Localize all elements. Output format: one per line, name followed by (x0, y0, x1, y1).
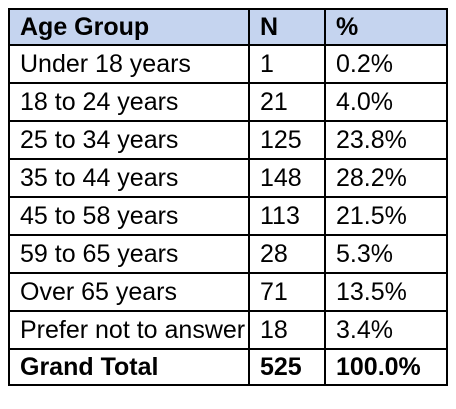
percent-cell: 3.4% (324, 310, 448, 350)
table-row: 59 to 65 years 28 5.3% (8, 234, 448, 274)
percent-cell: 4.0% (324, 82, 448, 122)
header-n: N (248, 8, 326, 46)
age-group-cell: Under 18 years (8, 44, 250, 84)
grand-total-count: 525 (248, 348, 326, 386)
age-group-table: Age Group N % Under 18 years 1 0.2% 18 t… (8, 8, 448, 386)
table-row: 35 to 44 years 148 28.2% (8, 158, 448, 198)
count-cell: 1 (248, 44, 326, 84)
age-group-cell: Over 65 years (8, 272, 250, 312)
percent-cell: 5.3% (324, 234, 448, 274)
grand-total-label: Grand Total (8, 348, 250, 386)
age-group-cell: 59 to 65 years (8, 234, 250, 274)
count-cell: 148 (248, 158, 326, 198)
percent-cell: 28.2% (324, 158, 448, 198)
table-row: Under 18 years 1 0.2% (8, 44, 448, 84)
percent-cell: 0.2% (324, 44, 448, 84)
percent-cell: 13.5% (324, 272, 448, 312)
table-header-row: Age Group N % (8, 8, 448, 46)
table-row: 18 to 24 years 21 4.0% (8, 82, 448, 122)
age-group-cell: Prefer not to answer (8, 310, 250, 350)
age-group-cell: 45 to 58 years (8, 196, 250, 236)
count-cell: 18 (248, 310, 326, 350)
age-group-cell: 18 to 24 years (8, 82, 250, 122)
count-cell: 71 (248, 272, 326, 312)
percent-cell: 21.5% (324, 196, 448, 236)
count-cell: 21 (248, 82, 326, 122)
grand-total-percent: 100.0% (324, 348, 448, 386)
table-row: Over 65 years 71 13.5% (8, 272, 448, 312)
table-row: 25 to 34 years 125 23.8% (8, 120, 448, 160)
count-cell: 125 (248, 120, 326, 160)
table-row: Prefer not to answer 18 3.4% (8, 310, 448, 350)
header-percent: % (324, 8, 448, 46)
count-cell: 28 (248, 234, 326, 274)
percent-cell: 23.8% (324, 120, 448, 160)
header-age-group: Age Group (8, 8, 250, 46)
age-group-cell: 35 to 44 years (8, 158, 250, 198)
age-group-cell: 25 to 34 years (8, 120, 250, 160)
grand-total-row: Grand Total 525 100.0% (8, 348, 448, 386)
count-cell: 113 (248, 196, 326, 236)
table-row: 45 to 58 years 113 21.5% (8, 196, 448, 236)
